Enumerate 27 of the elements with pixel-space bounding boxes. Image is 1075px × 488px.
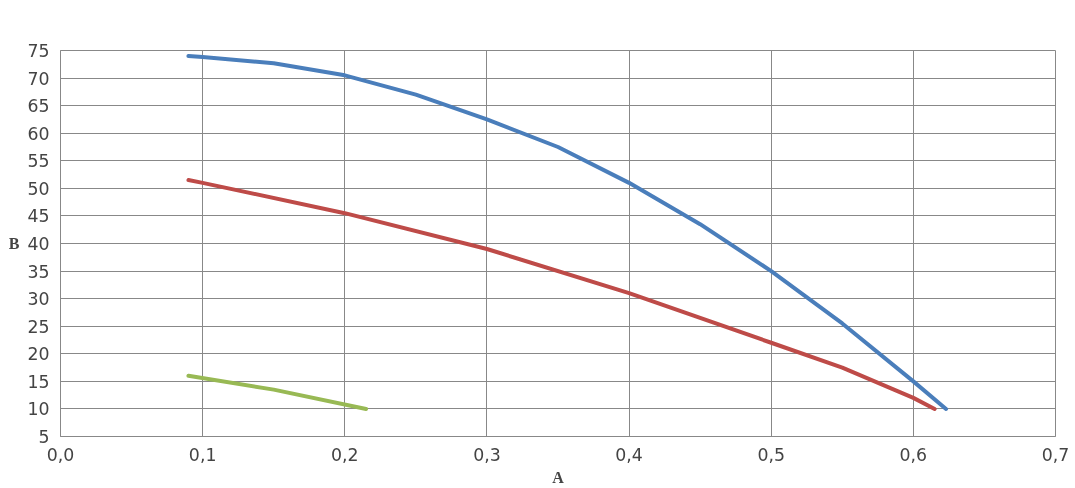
y-tick-label: 50 xyxy=(27,178,50,199)
x-tick-label: 0,0 xyxy=(46,444,75,465)
y-tick-label: 45 xyxy=(27,206,50,227)
y-tick-label: 35 xyxy=(27,261,50,282)
x-tick-label: 0,1 xyxy=(188,444,217,465)
x-axis-title: A xyxy=(552,468,565,486)
line-series xyxy=(186,178,937,411)
y-tick-label: 10 xyxy=(27,399,50,420)
y-tick-label: 5 xyxy=(38,427,50,447)
y-tick-label: 30 xyxy=(27,289,50,310)
x-tick-label: 0,4 xyxy=(615,444,643,465)
x-tick-label: 0,7 xyxy=(1041,444,1070,465)
x-tick-label: 0,3 xyxy=(473,444,501,465)
y-tick-label: 55 xyxy=(27,151,50,172)
x-tick-label: 0,5 xyxy=(757,444,785,465)
y-tick-label: 65 xyxy=(27,96,50,117)
y-tick-label: 40 xyxy=(27,234,50,254)
y-tick-label: 70 xyxy=(27,68,50,89)
line-series xyxy=(186,54,949,411)
y-tick-label: 25 xyxy=(27,316,50,337)
y-tick-label: 60 xyxy=(27,123,50,144)
y-tick-label: 75 xyxy=(27,41,50,61)
y-tick-label: 20 xyxy=(27,344,50,365)
y-tick-label: 15 xyxy=(27,371,50,392)
x-tick-label: 0,2 xyxy=(331,444,359,465)
x-tick-label: 0,6 xyxy=(899,444,928,465)
y-axis-title: B xyxy=(8,235,20,252)
